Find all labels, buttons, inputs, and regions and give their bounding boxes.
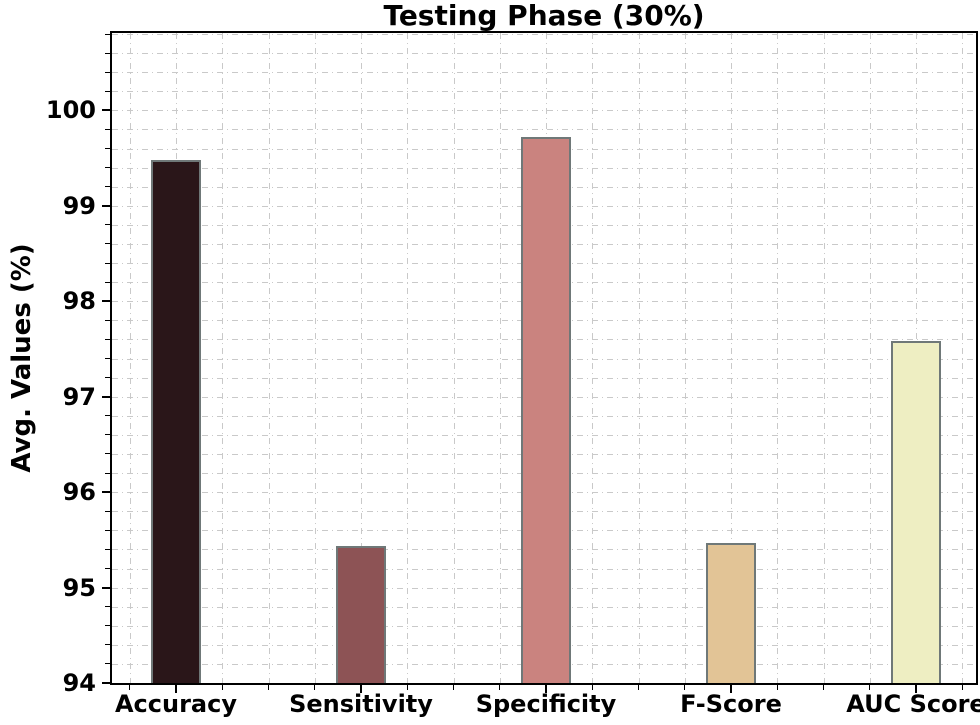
vertical-grid-line (499, 33, 501, 683)
horizontal-grid-line (112, 72, 976, 74)
y-tick-minor (105, 128, 110, 130)
x-tick-major (545, 685, 547, 693)
x-tick-minor (314, 685, 316, 690)
bar-auc-score (891, 341, 941, 683)
y-tick-minor (105, 510, 110, 512)
y-tick-minor (105, 90, 110, 92)
y-tick-label: 94 (62, 669, 96, 697)
x-tick-minor (453, 685, 454, 690)
y-tick-major (102, 109, 110, 112)
x-tick-major (730, 685, 732, 693)
x-tick-minor (129, 685, 131, 690)
x-tick-minor (961, 685, 963, 690)
vertical-grid-line (869, 33, 871, 683)
x-tick-minor (776, 685, 778, 690)
x-tick-label-sensitivity: Sensitivity (289, 690, 433, 718)
y-tick-minor (105, 167, 110, 169)
bar-accuracy (151, 159, 201, 683)
vertical-grid-line (453, 33, 455, 683)
vertical-grid-line (129, 33, 131, 683)
y-tick-label: 99 (62, 191, 96, 220)
y-tick-label: 98 (62, 287, 96, 316)
x-tick-minor (221, 685, 223, 690)
y-tick-minor (105, 33, 110, 35)
x-tick-minor (268, 685, 269, 690)
vertical-grid-line (777, 33, 779, 683)
bar-specificity (521, 137, 571, 683)
y-tick-minor (105, 644, 110, 646)
y-tick-minor (105, 548, 110, 550)
y-tick-minor (105, 319, 110, 321)
y-tick-minor (105, 606, 110, 608)
vertical-grid-line (592, 33, 594, 683)
x-tick-minor (869, 685, 871, 690)
x-tick-major (360, 685, 362, 693)
horizontal-grid-line (112, 34, 976, 35)
y-tick-minor (105, 472, 110, 474)
bar-sensitivity (336, 545, 386, 683)
y-tick-label: 100 (45, 96, 96, 125)
y-tick-major (102, 204, 110, 207)
chart-title: Testing Phase (30%) (383, 0, 705, 32)
x-tick-minor (499, 685, 501, 690)
x-tick-major (175, 685, 177, 693)
y-tick-minor (105, 453, 110, 455)
y-tick-minor (105, 243, 110, 245)
x-tick-minor (406, 685, 408, 690)
horizontal-grid-line (112, 129, 976, 131)
y-tick-major (102, 395, 110, 398)
vertical-grid-line (684, 33, 686, 683)
horizontal-grid-line (112, 91, 976, 93)
y-tick-minor (105, 338, 110, 340)
y-tick-minor (105, 262, 110, 264)
y-tick-major (102, 300, 110, 303)
vertical-grid-line (222, 33, 224, 683)
y-tick-minor (105, 71, 110, 73)
vertical-grid-line (731, 33, 732, 683)
x-tick-label-auc-score: AUC Score (846, 690, 980, 718)
vertical-grid-line (268, 33, 270, 683)
y-tick-minor (105, 186, 110, 188)
y-tick-minor (105, 663, 110, 665)
y-tick-minor (105, 148, 110, 149)
plot-area (110, 31, 978, 685)
y-tick-minor (105, 529, 110, 531)
bars (112, 33, 976, 683)
y-axis-label: Avg. Values (%) (7, 243, 37, 473)
horizontal-grid-line (112, 53, 976, 54)
x-tick-minor (684, 685, 686, 690)
vertical-grid-line (314, 33, 316, 683)
y-tick-label: 95 (62, 573, 96, 602)
x-tick-label-specificity: Specificity (475, 690, 617, 718)
y-tick-minor (105, 625, 110, 627)
vertical-grid-line (962, 33, 964, 683)
x-tick-label-f-score: F-Score (680, 690, 782, 718)
x-tick-label-accuracy: Accuracy (114, 690, 237, 718)
y-tick-minor (105, 377, 110, 379)
x-tick-minor (591, 685, 593, 690)
vertical-grid-line (638, 33, 640, 683)
y-tick-minor (105, 358, 110, 359)
y-tick-minor (105, 415, 110, 417)
horizontal-grid-line (112, 110, 976, 112)
vertical-grid-line (361, 33, 362, 683)
y-tick-minor (105, 434, 110, 436)
y-tick-minor (105, 224, 110, 226)
y-tick-label: 97 (62, 382, 96, 411)
vertical-grid-line (407, 33, 409, 683)
y-tick-major (102, 586, 110, 589)
y-tick-minor (105, 281, 110, 283)
vertical-grid-line (823, 33, 825, 683)
x-tick-minor (823, 685, 824, 690)
x-tick-major (915, 685, 917, 693)
y-tick-major (102, 682, 110, 684)
y-tick-minor (105, 568, 110, 569)
y-tick-minor (105, 52, 110, 54)
y-tick-major (102, 491, 110, 494)
bar-f-score (706, 542, 756, 683)
y-tick-label: 96 (62, 478, 96, 507)
x-tick-minor (638, 685, 639, 690)
